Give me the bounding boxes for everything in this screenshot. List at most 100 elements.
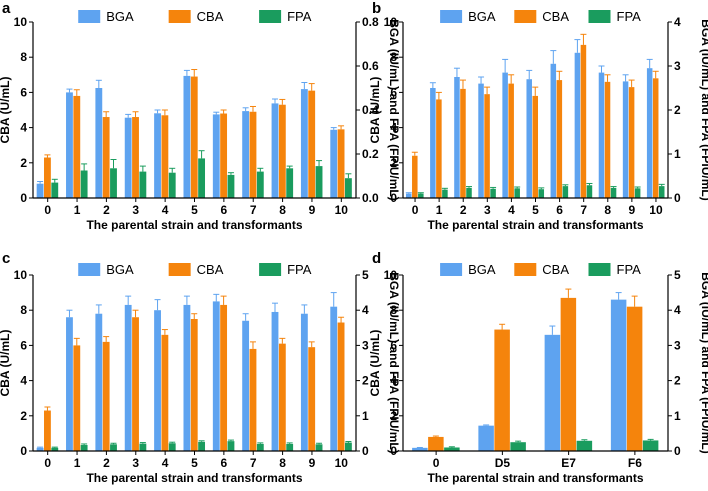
bar-fpa xyxy=(227,174,235,198)
x-axis-title: The parental strain and transformants xyxy=(427,471,643,485)
bar-cba xyxy=(278,343,286,451)
bar-cba xyxy=(508,83,514,198)
bar-cba xyxy=(44,410,51,451)
x-tick-label: 6 xyxy=(221,203,228,217)
x-axis-title: The parental strain and transformants xyxy=(86,471,302,485)
bar-bga xyxy=(154,310,161,451)
bar-bga xyxy=(124,304,132,451)
bar-cba xyxy=(604,81,611,198)
bar-bga xyxy=(406,193,412,198)
bar-fpa xyxy=(490,188,496,198)
x-tick-label: 0 xyxy=(44,203,51,217)
x-tick-label: 10 xyxy=(335,456,349,470)
chart-panel-c: c 0 2 4 6 8 10 0 1 2 3 4 5 0 1 2 3 4 5 6 7 8 9 10 The parental s… xyxy=(0,250,401,485)
y2-axis-title: BGA (IU/mL) and FPA (FPIU/mL) xyxy=(387,19,401,201)
x-tick-label: 3 xyxy=(484,203,491,217)
bar-fpa xyxy=(256,171,264,198)
bar-bga xyxy=(544,334,561,451)
bar-cba xyxy=(161,334,169,451)
bar-bga xyxy=(300,89,308,198)
bar-fpa xyxy=(139,171,147,198)
y-axis-title: CBA (U/mL) xyxy=(0,330,12,397)
x-tick-label: 6 xyxy=(221,456,228,470)
x-tick-label: 8 xyxy=(279,203,286,217)
bar-bga xyxy=(242,111,250,198)
bar-fpa xyxy=(658,186,665,198)
y-tick-label: 10 xyxy=(384,268,398,282)
bar-fpa xyxy=(110,168,117,198)
bar-cba xyxy=(249,111,257,198)
y-axis-title: CBA (U/mL) xyxy=(368,330,382,397)
bar-cba xyxy=(556,80,563,198)
x-tick-label: 4 xyxy=(508,203,515,217)
bar-fpa xyxy=(80,170,88,198)
x-tick-label: 0 xyxy=(44,456,51,470)
x-tick-label: 4 xyxy=(162,203,169,217)
legend-swatch-fpa xyxy=(588,263,611,276)
bar-fpa xyxy=(642,440,659,451)
bar-bga xyxy=(36,447,44,451)
y-tick-label: 10 xyxy=(14,268,28,282)
bar-cba xyxy=(436,99,442,198)
bar-bga xyxy=(242,320,250,451)
y-tick-label: 4 xyxy=(390,374,397,388)
x-tick-label: 9 xyxy=(309,203,316,217)
bar-cba xyxy=(102,341,110,451)
bar-fpa xyxy=(286,168,294,198)
y-tick-label: 0 xyxy=(390,444,397,458)
legend-label-fpa: FPA xyxy=(287,9,312,24)
bar-bga xyxy=(212,301,220,451)
bar-bga xyxy=(154,113,161,198)
y2-tick-label: 2 xyxy=(674,103,681,117)
y2-tick-label: 2 xyxy=(674,374,681,388)
bar-bga xyxy=(66,92,73,198)
bar-bga xyxy=(330,306,338,451)
bar-cba xyxy=(580,44,587,198)
bar-fpa xyxy=(80,445,88,451)
bar-fpa xyxy=(198,158,206,198)
y-tick-label: 4 xyxy=(20,121,27,135)
bar-cba xyxy=(278,104,286,198)
bar-cba xyxy=(44,157,51,198)
bar-fpa xyxy=(139,443,147,451)
bar-cba xyxy=(652,78,659,198)
legend-swatch-fpa xyxy=(588,10,611,23)
y-tick-label: 2 xyxy=(20,156,27,170)
y-tick-label: 8 xyxy=(20,50,27,64)
x-tick-label: 6 xyxy=(556,203,563,217)
y2-tick-label: 0.8 xyxy=(362,15,379,29)
panel-letter: a xyxy=(2,0,11,17)
bar-fpa xyxy=(466,187,472,198)
y2-tick-label: 3 xyxy=(674,338,681,352)
bar-fpa xyxy=(586,185,593,198)
bar-cba xyxy=(308,347,316,451)
bar-fpa xyxy=(538,189,545,198)
y-tick-label: 0 xyxy=(20,191,27,205)
legend-label-fpa: FPA xyxy=(617,9,642,24)
bar-fpa xyxy=(562,186,569,198)
y-tick-label: 6 xyxy=(20,338,27,352)
y2-tick-label: 4 xyxy=(674,15,681,29)
legend-swatch-bga xyxy=(78,10,101,23)
y-tick-label: 10 xyxy=(384,15,398,29)
x-tick-label: 3 xyxy=(132,456,139,470)
bar-bga xyxy=(454,77,460,198)
y2-tick-label: 0.0 xyxy=(362,191,379,205)
bar-cba xyxy=(337,322,345,451)
y-tick-label: 8 xyxy=(20,303,27,317)
y-tick-label: 6 xyxy=(390,338,397,352)
bar-fpa xyxy=(256,443,264,451)
legend-label-cba: CBA xyxy=(542,262,569,277)
y-tick-label: 8 xyxy=(390,50,397,64)
bar-fpa xyxy=(576,440,593,451)
x-tick-label: 3 xyxy=(132,203,139,217)
x-tick-label: D5 xyxy=(495,456,511,470)
legend-label-cba: CBA xyxy=(542,9,569,24)
x-axis-title: The parental strain and transformants xyxy=(86,218,302,232)
x-tick-label: 0 xyxy=(412,203,419,217)
bar-cba xyxy=(628,87,635,198)
bar-cba xyxy=(428,436,444,451)
legend-swatch-cba xyxy=(168,263,191,276)
legend-label-bga: BGA xyxy=(106,262,134,277)
bar-cba xyxy=(220,304,228,451)
